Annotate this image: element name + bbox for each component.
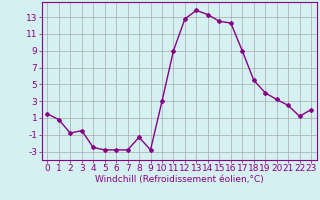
X-axis label: Windchill (Refroidissement éolien,°C): Windchill (Refroidissement éolien,°C) [95, 175, 264, 184]
